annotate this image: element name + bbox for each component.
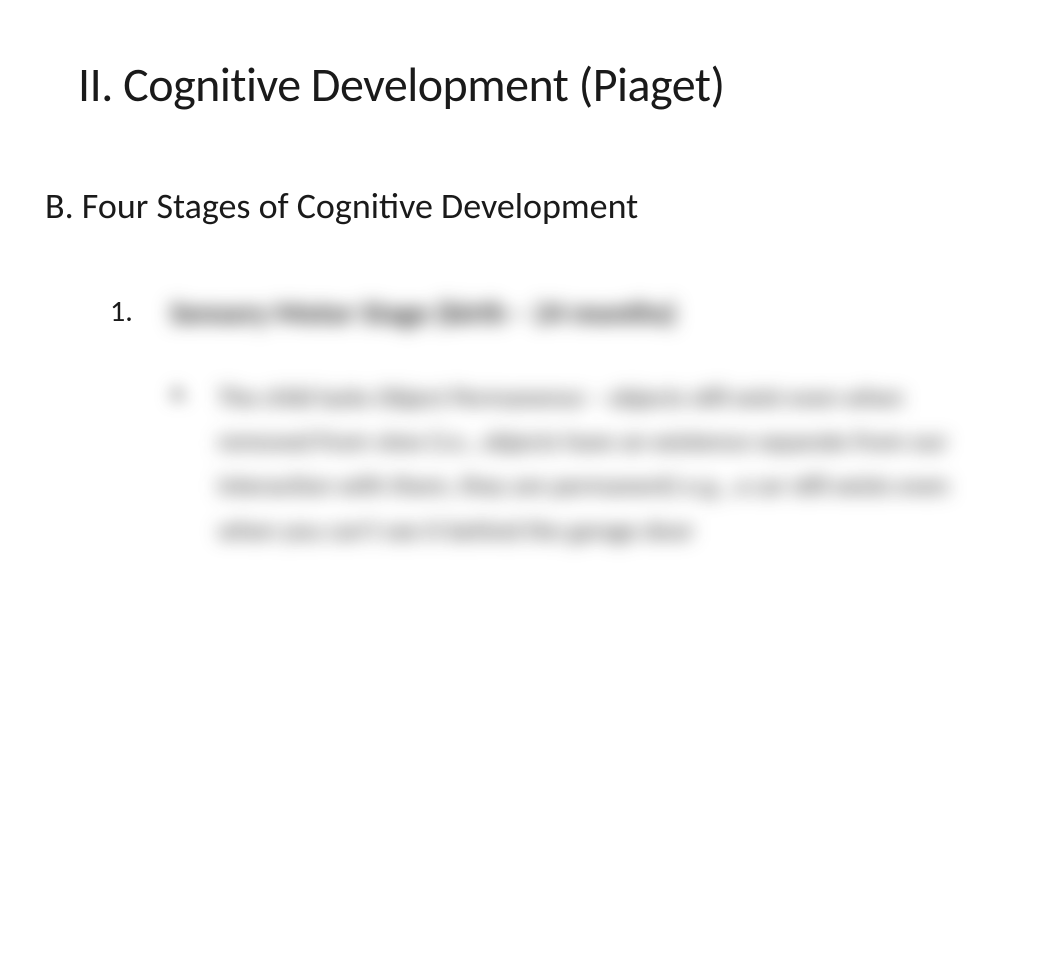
section-heading: B. Four Stages of Cognitive Development <box>45 184 992 228</box>
page-title: II. Cognitive Development (Piaget) <box>78 55 992 114</box>
sub-item-bullet: a. <box>170 375 190 407</box>
stage-title-blurred: Sensory Motor Stage (birth – 24 months) <box>170 293 676 335</box>
list-item: 1. Sensory Motor Stage (birth – 24 month… <box>110 293 992 335</box>
item-number: 1. <box>110 293 140 330</box>
sub-item-text-blurred: The child lacks Object Permanence – obje… <box>218 375 992 552</box>
sub-list-item: a. The child lacks Object Permanence – o… <box>170 375 992 552</box>
